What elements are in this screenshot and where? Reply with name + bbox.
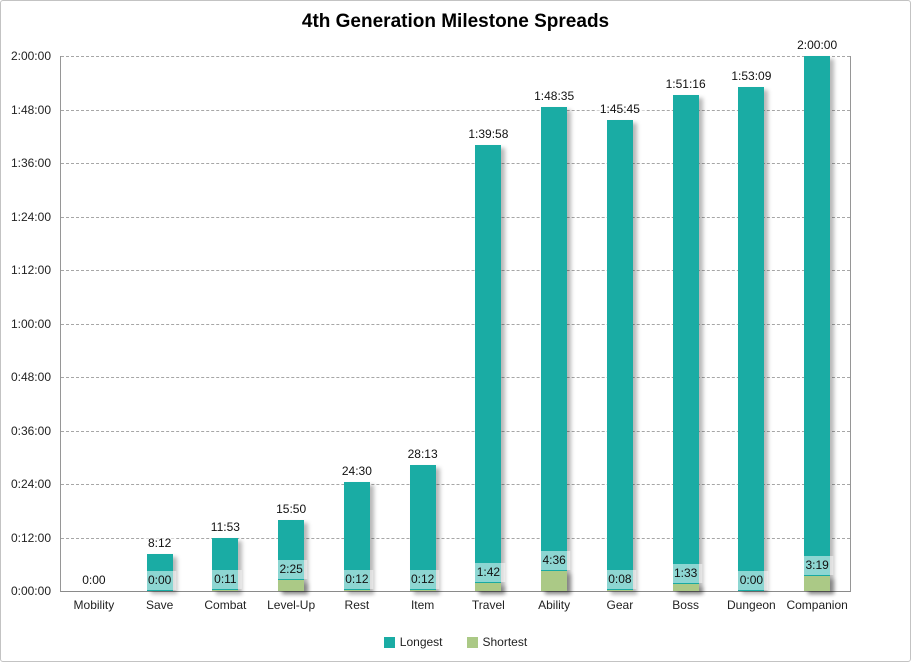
longest-swatch-icon xyxy=(383,636,395,648)
chart-title: 4th Generation Milestone Spreads xyxy=(301,11,610,32)
data-label-longest-gear: 1:45:45 xyxy=(594,99,645,119)
bar-shortest-item xyxy=(409,590,436,591)
x-axis-label-combat: Combat xyxy=(204,598,247,612)
legend-label-longest: Longest xyxy=(399,635,443,649)
data-label-longest-save: 8:12 xyxy=(142,534,177,554)
gridline xyxy=(61,377,850,378)
y-axis: 2:00:00 1:48:00 1:36:00 1:24:00 1:12:00 1:00:… xyxy=(1,49,51,598)
bar-shortest-companion xyxy=(804,576,831,591)
x-axis-label-level-up: Level-Up xyxy=(267,598,316,612)
data-label-shortest-ability: 4:36 xyxy=(537,550,571,570)
gridline xyxy=(61,537,850,539)
data-label-shortest-companion: 3:19 xyxy=(800,556,834,576)
data-label-shortest-gear: 0:08 xyxy=(603,570,637,590)
data-label-longest-mobility: 0:00 xyxy=(77,571,111,590)
x-axis-label-boss: Boss xyxy=(672,598,699,612)
y-axis-tick-label: 0:12:00 xyxy=(10,530,51,545)
data-label-longest-item: 28:13 xyxy=(402,445,443,465)
bar-shortest-combat xyxy=(212,590,239,591)
plot-area: 0:00 8:12 11:53 15:50 24:30 28:13 1:39:58 1:48:… xyxy=(60,36,851,612)
y-axis-tick-label: 1:48:00 xyxy=(10,102,51,117)
data-label-longest-boss: 1:51:16 xyxy=(660,74,711,94)
data-label-longest-travel: 1:39:58 xyxy=(463,125,514,145)
data-label-longest-rest: 24:30 xyxy=(336,461,377,481)
x-axis-label-item: Item xyxy=(410,598,435,612)
x-axis-label-dungeon: Dungeon xyxy=(727,598,776,612)
data-label-shortest-combat: 0:11 xyxy=(209,570,242,590)
data-label-longest-level-up: 15:50 xyxy=(271,500,312,520)
data-label-longest-ability: 1:48:35 xyxy=(529,86,580,106)
gridline xyxy=(61,216,850,218)
y-axis-tick-label: 0:24:00 xyxy=(10,477,51,491)
gridline xyxy=(61,56,850,57)
data-label-shortest-dungeon: 0:00 xyxy=(734,571,769,590)
x-axis-label-mobility: Mobility xyxy=(73,598,115,612)
data-label-shortest-rest: 0:12 xyxy=(340,570,374,590)
x-axis-label-rest: Rest xyxy=(344,598,370,612)
data-label-shortest-travel: 1:42 xyxy=(471,563,506,583)
bar-shortest-ability xyxy=(541,570,568,591)
bar-longest-travel xyxy=(475,145,502,591)
data-label-longest-dungeon: 1:53:09 xyxy=(726,66,777,86)
gridline xyxy=(61,163,850,164)
bar-shortest-boss xyxy=(672,584,699,591)
bar-longest-companion xyxy=(804,56,831,591)
bar-shortest-gear xyxy=(606,590,633,591)
data-label-longest-combat: 11:53 xyxy=(205,518,245,538)
legend-label-shortest: Shortest xyxy=(482,635,528,649)
bar-longest-level-up xyxy=(278,520,305,591)
bar-longest-boss xyxy=(672,94,699,591)
data-label-shortest-save: 0:00 xyxy=(142,571,177,590)
y-axis-tick-label: 0:00:00 xyxy=(10,584,51,598)
gridline xyxy=(61,430,850,432)
x-axis-label-companion: Companion xyxy=(786,598,848,612)
data-label-shortest-item: 0:12 xyxy=(405,570,440,590)
y-axis-tick-label: 1:12:00 xyxy=(10,263,51,277)
bar-longest-ability xyxy=(541,106,568,591)
shortest-swatch-icon xyxy=(466,636,478,648)
bar-longest-dungeon xyxy=(738,86,765,591)
gridline xyxy=(61,484,850,485)
gridline xyxy=(61,270,850,271)
data-label-longest-companion: 2:00:00 xyxy=(792,36,843,55)
x-axis-label-travel: Travel xyxy=(471,598,505,612)
x-axis-label-save: Save xyxy=(145,598,174,612)
bar-shortest-rest xyxy=(343,590,370,591)
y-axis-tick-label: 2:00:00 xyxy=(10,49,51,63)
x-axis-label-gear: Gear xyxy=(606,598,634,612)
bar-longest-item xyxy=(409,465,436,591)
legend-item-longest: Longest xyxy=(383,635,443,649)
gridline xyxy=(61,109,850,111)
data-label-shortest-boss: 1:33 xyxy=(668,564,703,584)
x-axis-label-ability: Ability xyxy=(538,598,571,612)
y-axis-tick-label: 0:36:00 xyxy=(10,423,51,438)
y-axis-tick-label: 1:00:00 xyxy=(10,316,51,331)
y-axis-tick-label: 1:24:00 xyxy=(10,209,51,224)
bar-shortest-travel xyxy=(475,583,502,591)
y-axis-tick-label: 1:36:00 xyxy=(10,156,51,170)
gridline xyxy=(61,323,850,325)
legend-item-shortest: Shortest xyxy=(466,635,528,649)
legend: Longest Shortest xyxy=(1,635,910,649)
y-axis-tick-label: 0:48:00 xyxy=(10,370,51,384)
bar-longest-gear xyxy=(606,119,633,591)
data-label-shortest-level-up: 2:25 xyxy=(274,560,308,580)
bar-shortest-level-up xyxy=(278,580,305,591)
